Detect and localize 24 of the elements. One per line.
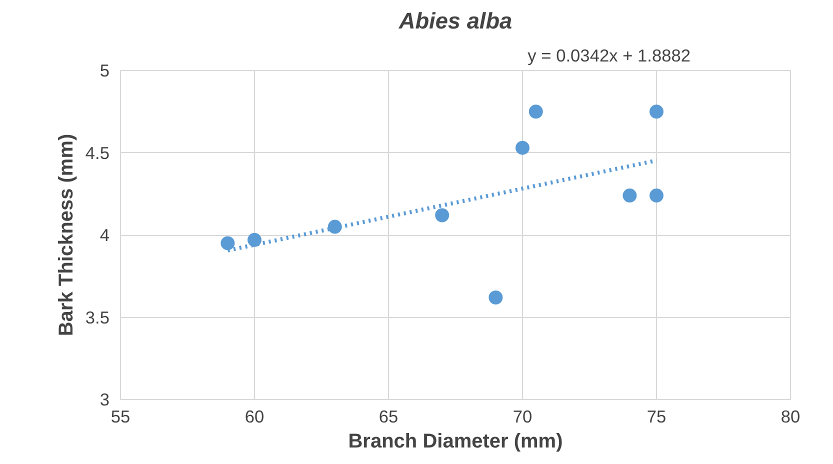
x-tick-label: 65 [378,406,398,426]
y-tick-label: 4 [100,225,110,245]
point [488,290,503,304]
point [650,188,664,203]
y-tick-label: 3.5 [85,307,110,328]
chart-title: Abies alba [398,8,512,34]
point [650,104,664,119]
point [248,232,262,247]
point [528,104,543,119]
point [516,140,530,155]
x-axis-title: Branch Diameter (mm) [348,430,563,452]
x-tick-label: 80 [780,406,800,426]
y-tick-label: 3 [100,390,110,410]
y-tick-label: 4.5 [85,142,110,163]
point [220,236,235,250]
point [435,208,450,222]
x-tick-label: 75 [646,406,666,426]
point [622,188,637,203]
y-axis-title: Bark Thickness (mm) [55,134,78,336]
x-tick-label: 70 [512,406,532,426]
x-tick-label: 55 [110,406,130,426]
y-tick-label: 5 [100,60,110,80]
text: y = 0.0342x + 1.8882 [528,46,691,66]
x-tick-label: 60 [244,406,264,426]
